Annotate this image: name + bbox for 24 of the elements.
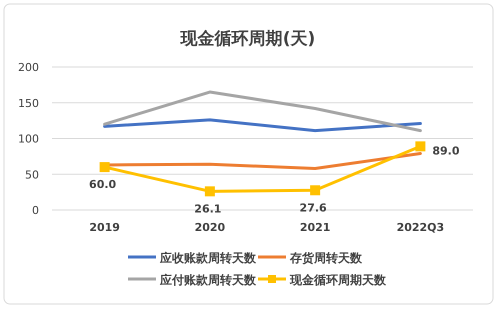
x-tick-label: 2021 xyxy=(300,221,330,234)
x-tick-label: 2020 xyxy=(194,221,226,234)
y-tick-label: 50 xyxy=(25,168,39,182)
legend-label: 存货周转天数 xyxy=(289,251,363,265)
legend-label: 现金循环周期天数 xyxy=(289,273,387,287)
y-tick-label: 0 xyxy=(32,204,39,217)
legend-label: 应付账款周转天数 xyxy=(159,273,257,287)
point xyxy=(204,186,215,196)
point xyxy=(415,141,426,152)
y-tick-label: 100 xyxy=(18,132,39,146)
line-series xyxy=(103,90,422,132)
y-tick-label: 150 xyxy=(18,96,39,110)
chart-title: 现金循环周期(天) xyxy=(180,29,316,49)
legend-label: 应收账款周转天数 xyxy=(159,251,257,265)
data-label: 27.6 xyxy=(300,201,328,214)
data-label: 26.1 xyxy=(194,202,222,216)
y-tick-label: 200 xyxy=(18,61,39,74)
x-tick-label: 2019 xyxy=(89,221,120,234)
line-series xyxy=(103,118,422,132)
data-label: 89.0 xyxy=(432,144,460,158)
point xyxy=(100,162,110,172)
x-tick-label: 2022Q3 xyxy=(396,221,444,234)
data-label: 60.0 xyxy=(89,178,117,192)
point xyxy=(310,185,320,196)
